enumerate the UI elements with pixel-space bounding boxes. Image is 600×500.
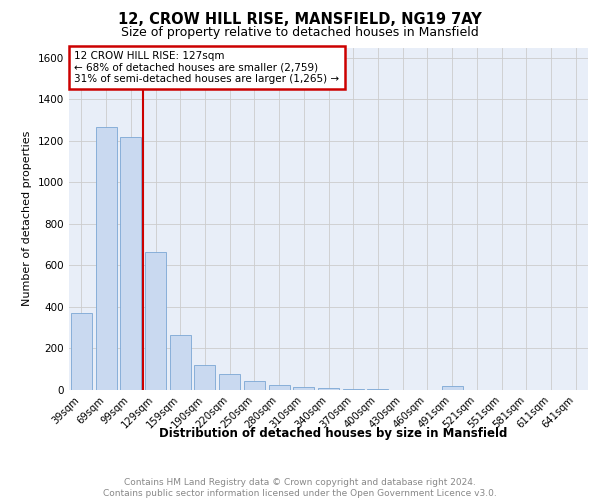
Bar [244,380,265,390]
Text: 12, CROW HILL RISE, MANSFIELD, NG19 7AY: 12, CROW HILL RISE, MANSFIELD, NG19 7AY [118,12,482,28]
Bar [194,365,215,390]
Bar [442,386,463,390]
Bar [120,137,141,390]
Bar [343,389,364,390]
Bar [367,389,388,390]
Bar [269,385,290,390]
Text: Distribution of detached houses by size in Mansfield: Distribution of detached houses by size … [159,428,507,440]
Bar [219,374,240,390]
Bar [293,387,314,390]
Bar [170,335,191,390]
Bar [71,313,92,390]
Text: Size of property relative to detached houses in Mansfield: Size of property relative to detached ho… [121,26,479,39]
Bar [318,388,339,390]
Y-axis label: Number of detached properties: Number of detached properties [22,131,32,306]
Text: 12 CROW HILL RISE: 127sqm
← 68% of detached houses are smaller (2,759)
31% of se: 12 CROW HILL RISE: 127sqm ← 68% of detac… [74,51,340,84]
Bar [145,252,166,390]
Bar [95,128,116,390]
Text: Contains HM Land Registry data © Crown copyright and database right 2024.
Contai: Contains HM Land Registry data © Crown c… [103,478,497,498]
